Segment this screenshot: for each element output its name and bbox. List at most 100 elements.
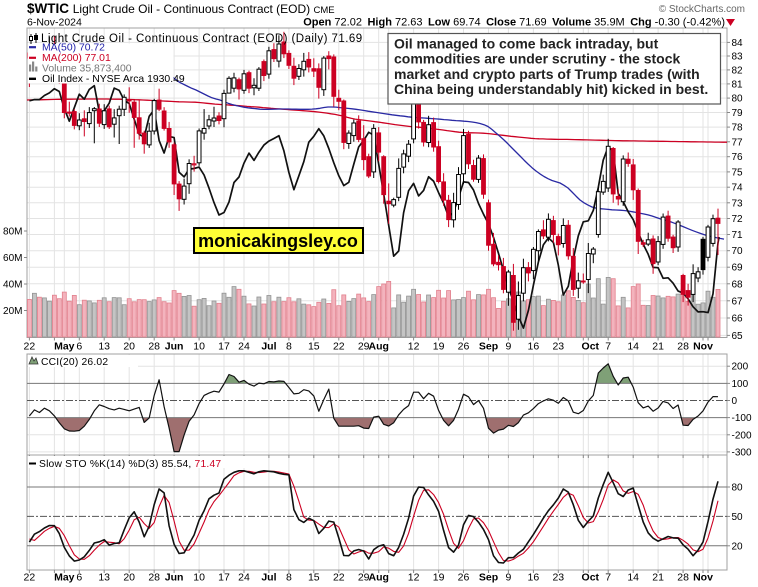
svg-text:22: 22 [333,572,345,584]
svg-text:68: 68 [732,279,744,290]
svg-text:8: 8 [286,572,292,584]
svg-text:66: 66 [732,314,744,325]
svg-text:26: 26 [458,341,470,353]
svg-text:21: 21 [652,572,664,584]
svg-text:Sep: Sep [479,572,498,584]
svg-text:monicakingsley.co: monicakingsley.co [198,231,358,251]
svg-text:Slow STO %K(14) %D(3) 85.54, 7: Slow STO %K(14) %D(3) 85.54, 71.47 [39,459,221,470]
svg-text:May: May [54,341,75,353]
svg-text:10: 10 [193,341,205,353]
svg-text:22: 22 [24,341,36,353]
svg-text:13: 13 [98,572,110,584]
svg-text:7: 7 [605,341,611,353]
svg-text:69: 69 [732,263,744,274]
svg-text:20: 20 [123,572,135,584]
svg-text:77: 77 [732,137,744,148]
svg-text:65: 65 [732,331,744,342]
svg-text:MA(50) 70.72: MA(50) 70.72 [42,43,105,54]
svg-text:8: 8 [286,341,292,353]
svg-text:Oct: Oct [582,572,600,584]
svg-text:67: 67 [732,296,744,307]
svg-text:82: 82 [732,65,744,76]
svg-text:Jul: Jul [261,341,276,353]
svg-text:78: 78 [732,123,744,134]
svg-text:-100: -100 [732,413,752,424]
svg-text:14: 14 [627,341,639,353]
svg-text:Sep: Sep [479,341,498,353]
svg-text:80: 80 [732,483,744,494]
svg-text:29: 29 [358,572,370,584]
svg-text:76: 76 [732,152,744,163]
svg-text:28: 28 [677,572,689,584]
svg-text:© StockCharts.com: © StockCharts.com [659,4,745,15]
svg-text:22: 22 [24,572,36,584]
svg-text:6-Nov-2024: 6-Nov-2024 [27,17,82,29]
svg-text:80: 80 [732,94,744,105]
svg-text:17: 17 [218,572,230,584]
svg-text:200: 200 [732,362,749,373]
svg-text:9: 9 [505,572,511,584]
svg-text:MA(200) 77.01: MA(200) 77.01 [42,53,111,64]
svg-text:Oil managed to come back intra: Oil managed to come back intraday, but [394,36,659,52]
svg-text:75: 75 [732,167,744,178]
svg-text:29: 29 [358,341,370,353]
svg-text:72: 72 [732,214,744,225]
svg-text:80M: 80M [3,227,22,238]
svg-text:74: 74 [732,183,744,194]
svg-text:Aug: Aug [368,341,388,353]
svg-text:9: 9 [505,341,511,353]
svg-text:70: 70 [732,246,744,257]
svg-text:CCI(20) 26.02: CCI(20) 26.02 [41,357,108,368]
svg-text:Open 72.02 High 72.63 Low 69.7: Open 72.02 High 72.63 Low 69.74 Close 71… [303,17,725,29]
svg-text:6: 6 [76,572,82,584]
svg-text:-200: -200 [732,430,752,441]
svg-text:14: 14 [627,572,639,584]
svg-text:24: 24 [238,341,250,353]
svg-text:73: 73 [732,198,744,209]
svg-text:Nov: Nov [693,341,713,353]
svg-text:20: 20 [732,541,744,552]
svg-text:Light Crude Oil - Continuous C: Light Crude Oil - Continuous Contract (E… [41,33,363,45]
svg-text:0: 0 [732,396,738,407]
svg-text:28: 28 [148,572,160,584]
svg-text:60M: 60M [3,253,22,264]
svg-text:12: 12 [408,572,420,584]
svg-text:79: 79 [732,108,744,119]
svg-text:83: 83 [732,52,744,63]
svg-text:20: 20 [123,341,135,353]
svg-text:19: 19 [433,572,445,584]
svg-text:19: 19 [433,341,445,353]
svg-text:71: 71 [732,230,744,241]
svg-text:40M: 40M [3,280,22,291]
svg-text:Jul: Jul [261,572,276,584]
svg-text:China being understandably hit: China being understandably hit) kicked i… [394,81,708,97]
svg-text:20M: 20M [3,306,22,317]
svg-text:22: 22 [333,341,345,353]
svg-text:17: 17 [218,341,230,353]
svg-text:12: 12 [408,341,420,353]
svg-text:24: 24 [238,572,250,584]
svg-text:81: 81 [732,79,744,90]
svg-text:Oct: Oct [582,341,600,353]
svg-text:Nov: Nov [693,572,713,584]
svg-text:6: 6 [76,341,82,353]
svg-text:15: 15 [308,572,320,584]
svg-text:Aug: Aug [368,572,388,584]
svg-text:$WTIC Light Crude Oil - Contin: $WTIC Light Crude Oil - Continuous Contr… [27,1,335,16]
svg-text:15: 15 [308,341,320,353]
svg-text:10: 10 [193,572,205,584]
svg-text:16: 16 [528,572,540,584]
svg-text:commodities are under scrutiny: commodities are under scrutiny - the sto… [394,51,681,67]
svg-text:7: 7 [605,572,611,584]
svg-text:Oil Index - NYSE Arca 1930.49: Oil Index - NYSE Arca 1930.49 [42,74,185,85]
svg-text:market and crypto parts of Tru: market and crypto parts of Trump trades … [394,66,700,82]
svg-text:84: 84 [732,38,744,49]
svg-text:26: 26 [458,572,470,584]
svg-text:28: 28 [148,341,160,353]
svg-text:100: 100 [732,379,749,390]
svg-text:23: 23 [552,341,564,353]
svg-text:Jun: Jun [165,572,184,584]
svg-text:23: 23 [552,572,564,584]
svg-text:May: May [54,572,75,584]
svg-text:28: 28 [677,341,689,353]
